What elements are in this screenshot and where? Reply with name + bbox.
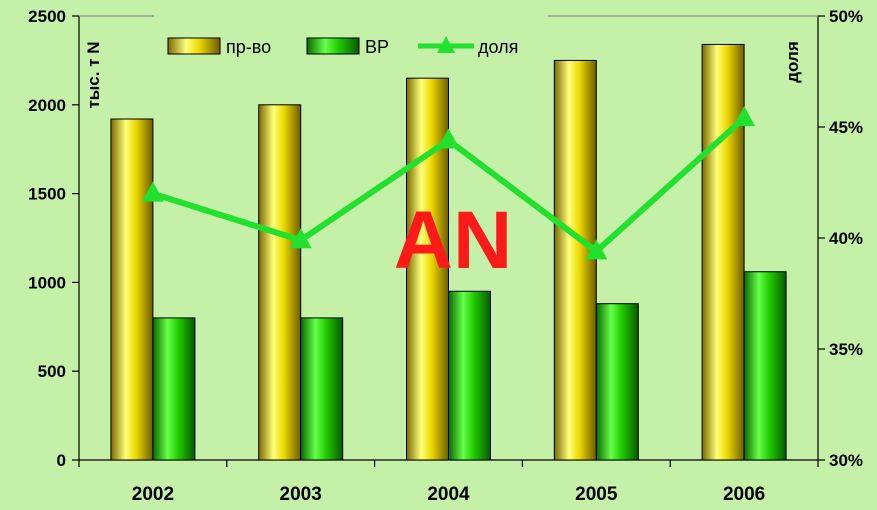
y2-axis-title: доля (783, 41, 802, 82)
legend-item-vr: ВР (306, 37, 389, 57)
x-tick-labels: 2002 2003 2004 2005 2006 (132, 484, 765, 505)
y2-tick-label: 30% (829, 451, 863, 470)
bar-vr (743, 271, 787, 461)
legend-item-production: пр-во (167, 37, 271, 57)
y-tick-label: 1000 (28, 273, 66, 292)
y-tick-label: 500 (38, 362, 66, 381)
y-tick-label: 2000 (28, 96, 66, 115)
legend-marker-share (437, 36, 455, 53)
y2-tick-label: 35% (829, 340, 863, 359)
bar-vr (595, 303, 639, 461)
x-tick-label: 2006 (723, 484, 765, 505)
y2-tick-label: 50% (829, 7, 863, 26)
line-share-point (141, 181, 164, 202)
bar-marks (110, 43, 787, 461)
bar-production (553, 59, 597, 461)
y-tick-group: 0 500 1000 1500 2000 2500 (28, 7, 79, 470)
bar-vr (300, 317, 344, 461)
x-tick-label: 2002 (132, 484, 174, 505)
line-share-point (289, 228, 312, 249)
bar-vr (448, 290, 491, 461)
bar-production (701, 43, 745, 461)
line-share-point (437, 128, 460, 149)
bar-vr (152, 317, 196, 461)
y-tick-label: 0 (57, 451, 66, 470)
legend-label-share: доля (478, 37, 518, 57)
x-tick-marks (78, 460, 819, 467)
legend-label-production: пр-во (226, 37, 271, 57)
line-share-point (733, 106, 756, 127)
y2-tick-group: 30% 35% 40% 45% 50% (818, 7, 863, 470)
y-axis-title: тыс. т N (84, 41, 103, 108)
y-tick-label: 2500 (28, 7, 66, 26)
y2-tick-label: 45% (829, 118, 863, 137)
x-tick-label: 2003 (280, 484, 322, 505)
y2-tick-label: 40% (829, 229, 863, 248)
legend-item-share: доля (418, 36, 518, 57)
line-marks (141, 106, 756, 260)
legend: пр-во ВР доля (167, 36, 518, 57)
bar-production (110, 118, 154, 461)
line-share-point (585, 239, 608, 260)
legend-swatch-production (167, 37, 221, 55)
watermark: AN (394, 195, 512, 286)
x-tick-label: 2005 (575, 484, 618, 505)
bar-production (258, 104, 302, 461)
x-tick-label: 2004 (427, 484, 470, 505)
legend-label-vr: ВР (365, 37, 389, 57)
legend-swatch-vr (306, 37, 360, 55)
y-tick-label: 1500 (28, 185, 66, 204)
